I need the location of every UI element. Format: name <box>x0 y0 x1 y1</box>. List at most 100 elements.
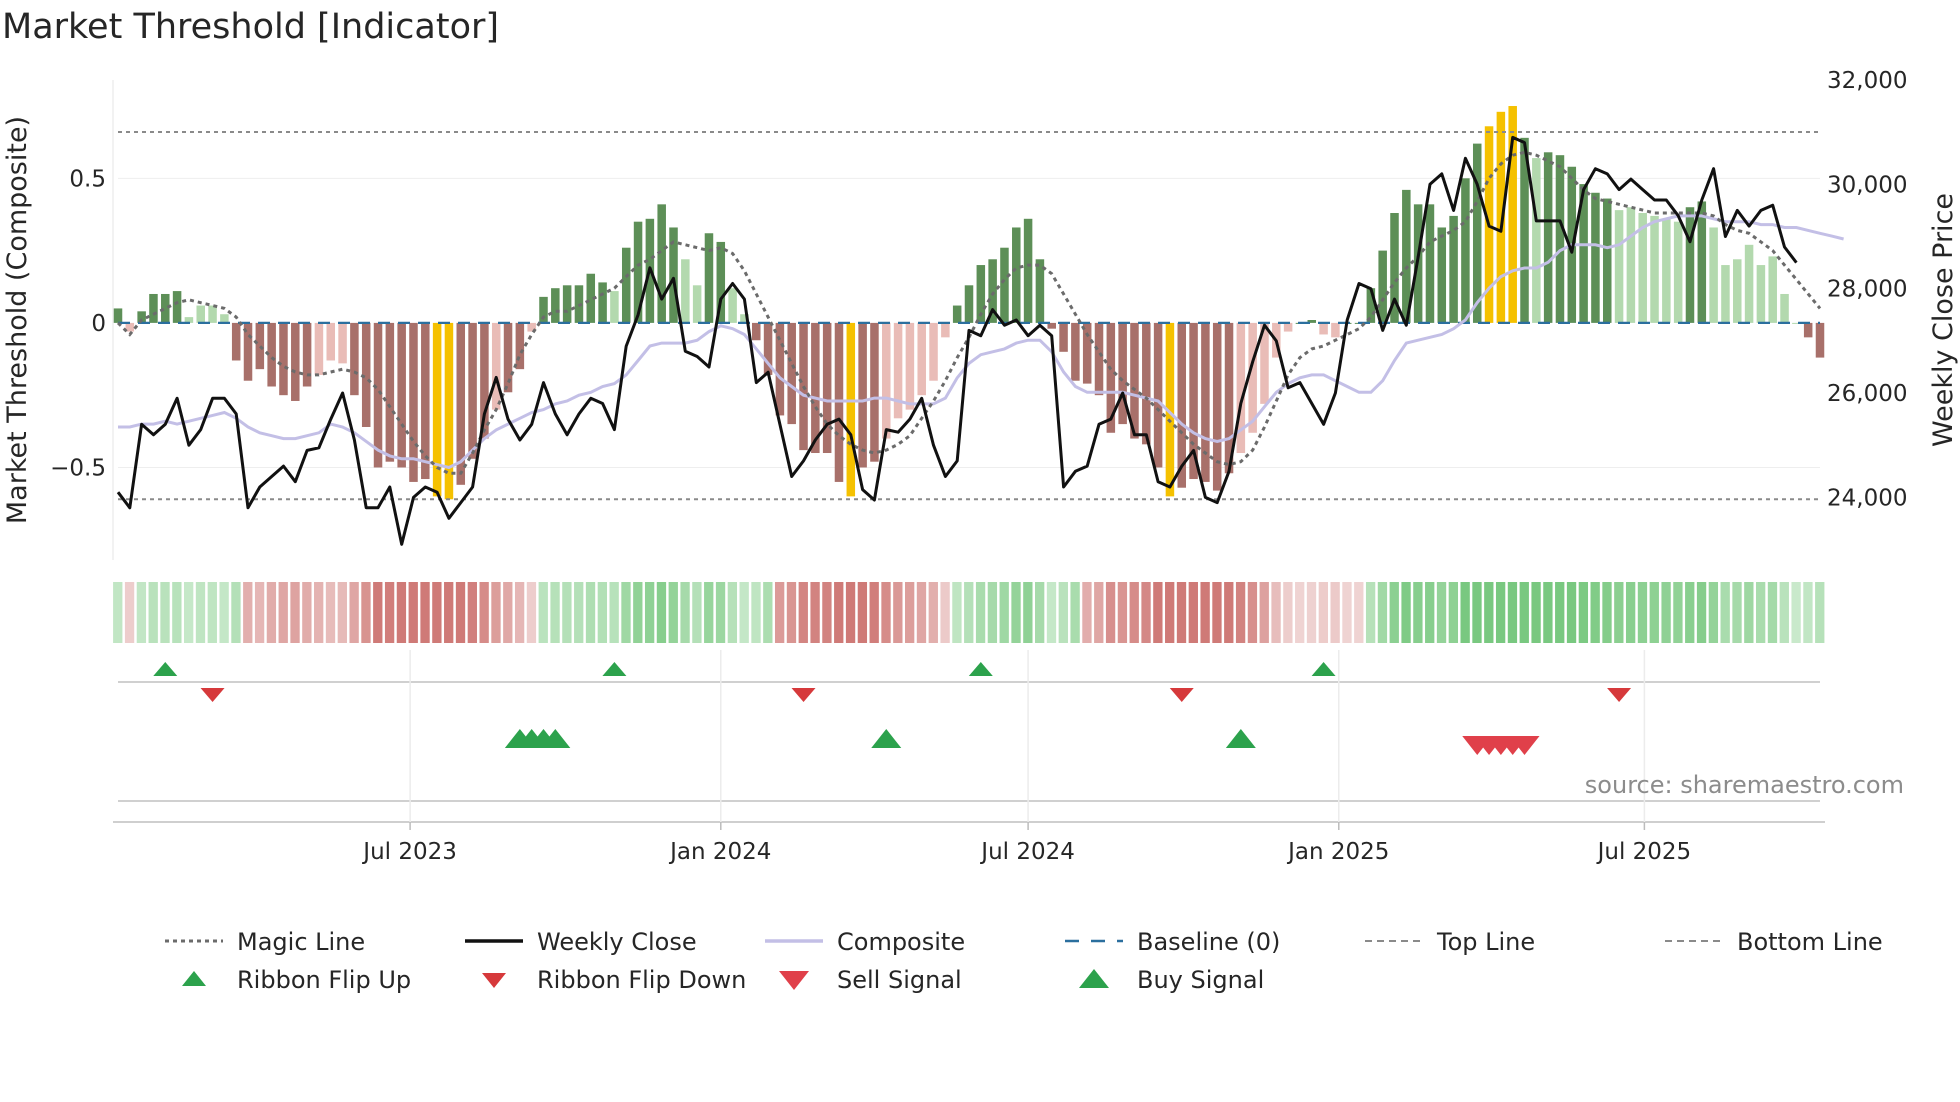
ribbon-cell <box>160 582 170 643</box>
ribbon-cell <box>373 582 383 643</box>
composite-bar <box>432 322 442 497</box>
composite-bar <box>1437 227 1447 323</box>
ribbon-cell <box>656 582 667 643</box>
ribbon-cell <box>834 582 844 643</box>
composite-bar <box>610 291 619 323</box>
ribbon-cell <box>1117 582 1128 643</box>
ribbon-cell <box>822 582 832 643</box>
ribbon-cell <box>444 582 454 643</box>
x-tick-label: Jan 2025 <box>1286 839 1389 865</box>
composite-bar <box>1236 322 1246 454</box>
composite-bar <box>468 322 477 459</box>
legend-item: Sell Signal <box>779 966 962 994</box>
buy-signal-marker <box>540 729 571 748</box>
left-y-ticks: 0.5 0 −0.5 <box>50 166 106 481</box>
composite-bar <box>1650 215 1659 323</box>
ribbon-cell <box>349 582 359 643</box>
ribbon-cell <box>1614 582 1624 643</box>
ribbon-cell <box>1791 582 1801 643</box>
ribbon-cell <box>881 582 891 643</box>
legend-item: Magic Line <box>165 928 365 956</box>
ribbon-cell <box>396 582 407 643</box>
legend-label: Bottom Line <box>1737 928 1883 956</box>
legend-item: Top Line <box>1365 928 1535 956</box>
composite-bar <box>1212 322 1222 491</box>
ribbon-cell <box>1011 582 1021 643</box>
ribbon-cell <box>1519 582 1529 643</box>
composite-bar <box>1390 213 1399 323</box>
composite-bar <box>822 322 832 454</box>
left-tick-label: 0 <box>91 311 106 337</box>
ribbon-cell <box>408 582 418 643</box>
ribbon-cell <box>869 582 879 643</box>
composite-bar <box>1035 259 1045 323</box>
ribbon-cell <box>1271 582 1281 643</box>
ribbon-cell <box>940 582 950 643</box>
ribbon-cell <box>1247 582 1258 643</box>
left-tick-label: −0.5 <box>50 455 106 481</box>
ribbon-cell <box>668 582 678 643</box>
ribbon-cell <box>585 582 596 643</box>
composite-bar <box>669 227 678 323</box>
legend-item: Buy Signal <box>1079 966 1264 994</box>
composite-bar <box>1378 250 1387 323</box>
ribbon-cell <box>243 582 253 643</box>
ribbon-cell <box>290 582 300 643</box>
composite-bar <box>184 317 194 323</box>
composite-bar <box>1721 265 1730 323</box>
buy-signal-marker <box>871 729 902 748</box>
composite-bar <box>870 322 879 462</box>
composite-bar <box>1626 207 1636 323</box>
ribbon-cell <box>574 582 584 643</box>
ribbon-cell <box>1460 582 1470 643</box>
ribbon-cell <box>633 582 643 643</box>
composite-bar <box>1047 322 1056 329</box>
composite-bar <box>267 322 276 387</box>
ribbon-cell <box>1755 582 1766 643</box>
composite-bar <box>1153 322 1163 468</box>
ribbon-cell <box>1377 582 1388 643</box>
composite-bar <box>1744 244 1754 323</box>
ribbon-cell <box>1578 582 1589 643</box>
composite-bar <box>751 322 761 341</box>
ribbon-cell <box>550 582 560 643</box>
composite-bar <box>1815 322 1825 358</box>
composite-bar <box>952 305 962 323</box>
ribbon-cell <box>1035 582 1045 643</box>
ribbon-flip-down-marker <box>1169 688 1194 702</box>
signal-panels: source: sharemaestro.com <box>113 650 1904 823</box>
ribbon-cell <box>1803 582 1813 643</box>
composite-bar <box>1792 322 1801 324</box>
ribbon-cell <box>1023 582 1033 643</box>
signal-vertical-grid <box>409 650 1646 822</box>
buy-signal-marker <box>1225 729 1256 748</box>
ribbon-cell <box>999 582 1009 643</box>
composite-bar <box>1224 322 1234 474</box>
legend-item: Ribbon Flip Down <box>482 966 746 994</box>
ribbon-cell <box>278 582 288 643</box>
composite-bar <box>302 322 312 387</box>
composite-bar <box>586 273 596 323</box>
ribbon-cell <box>786 582 797 643</box>
ribbon-cell <box>1094 582 1104 643</box>
ribbon-cell <box>774 582 785 643</box>
composite-bar <box>1248 322 1257 433</box>
composite-bar <box>1591 192 1600 323</box>
composite-bar <box>255 322 265 370</box>
ribbon-cell <box>172 582 182 643</box>
ribbon-cell <box>1141 582 1151 643</box>
ribbon-cell <box>916 582 927 643</box>
composite-bar <box>279 322 288 396</box>
ribbon-cell <box>1259 582 1269 643</box>
ribbon-cell <box>798 582 808 643</box>
legend-label: Top Line <box>1436 928 1535 956</box>
composite-bar <box>1023 218 1033 323</box>
chart-title: Market Threshold [Indicator] <box>2 7 499 47</box>
composite-bar <box>763 322 773 375</box>
ribbon-cell <box>857 582 868 643</box>
composite-bar <box>1260 322 1269 404</box>
ribbon-cell <box>1105 582 1116 643</box>
ribbon-cell <box>845 582 856 643</box>
ribbon-cell <box>1295 582 1305 643</box>
legend-item: Composite <box>765 928 965 956</box>
